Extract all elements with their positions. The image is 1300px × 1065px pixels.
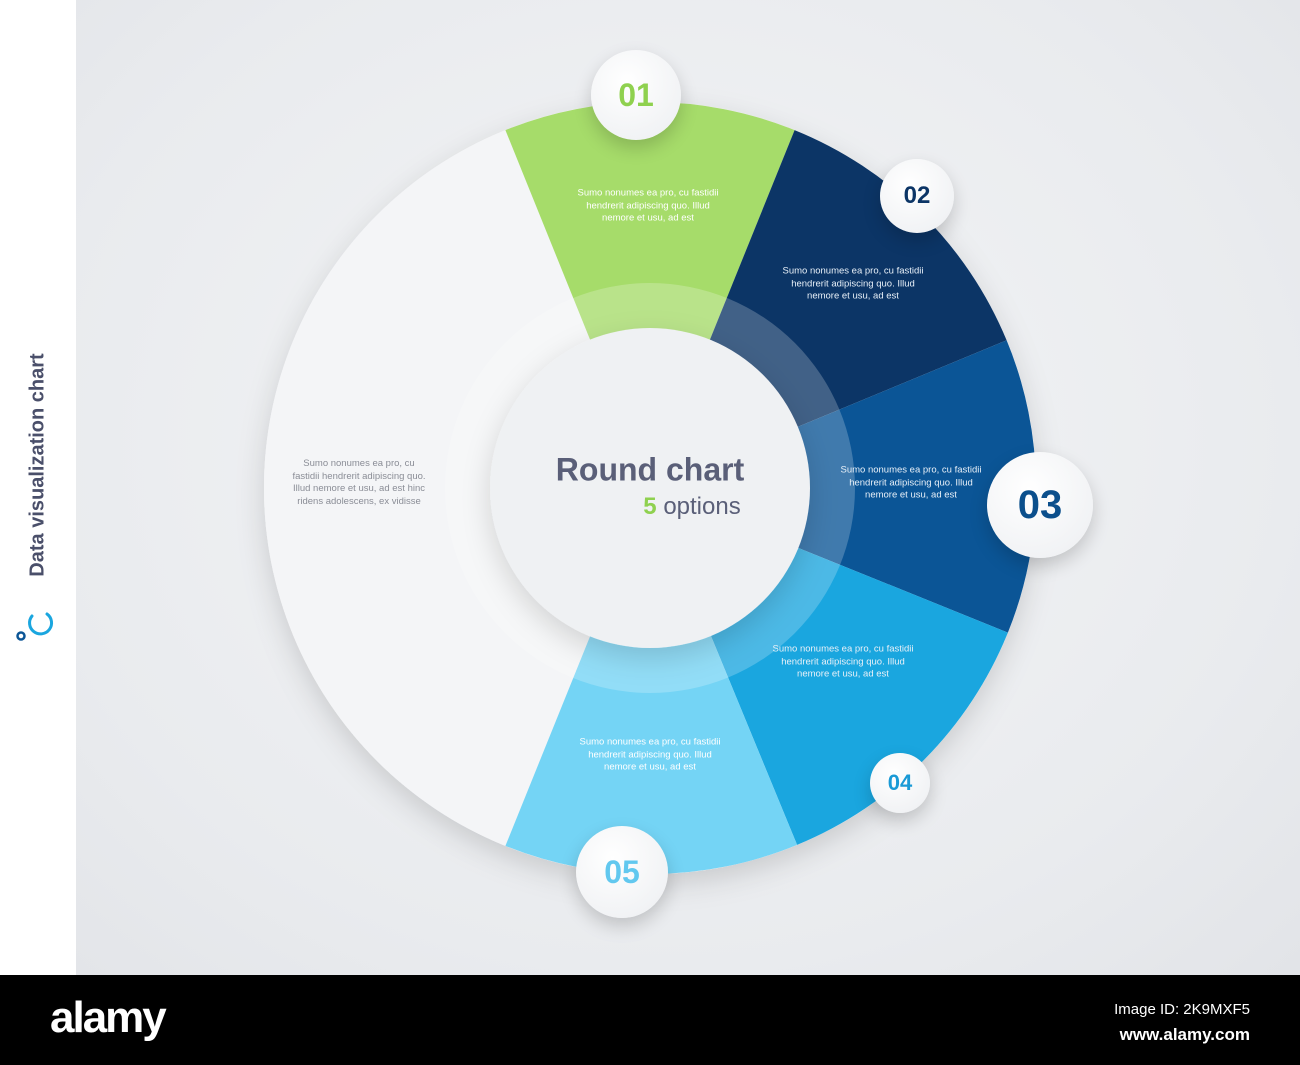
segment-text-05: Sumo nonumes ea pro, cu fastidii hendrer… [579,736,721,773]
round-chart [264,101,1036,874]
sidebar: Data visualization chart [0,0,76,975]
image-id: Image ID: 2K9MXF5 [1114,1001,1250,1018]
segment-text-remainder: Sumo nonumes ea pro, cu fastidii hendrer… [292,458,426,507]
segment-01 [505,101,795,488]
footer-logo: alamy [50,993,167,1042]
segment-text-03: Sumo nonumes ea pro, cu fastidii hendrer… [840,464,982,501]
footer-url: www.alamy.com [1119,1025,1250,1044]
footer: alamy Image ID: 2K9MXF5 www.alamy.com [0,975,1300,1065]
segment-05 [505,488,798,874]
number-badge-05: 05 [576,826,668,918]
number-badge-03: 03 [987,452,1093,558]
center-subtitle: 5 options [643,493,740,521]
number-badge-01: 01 [591,50,681,140]
center-title: Round chart [555,451,745,488]
segment-text-02: Sumo nonumes ea pro, cu fastidii hendrer… [782,265,924,302]
segment-remainder [264,130,650,846]
number-badge-02: 02 [880,159,954,233]
options-count: 5 [643,493,657,520]
options-label: options [663,493,741,520]
segment-text-04: Sumo nonumes ea pro, cu fastidii hendrer… [772,643,914,680]
number-badge-04: 04 [870,753,930,813]
segment-03 [650,340,1036,633]
center-hub [490,328,810,648]
loading-ring-icon [16,612,54,641]
segment-text-01: Sumo nonumes ea pro, cu fastidii hendrer… [577,187,719,224]
